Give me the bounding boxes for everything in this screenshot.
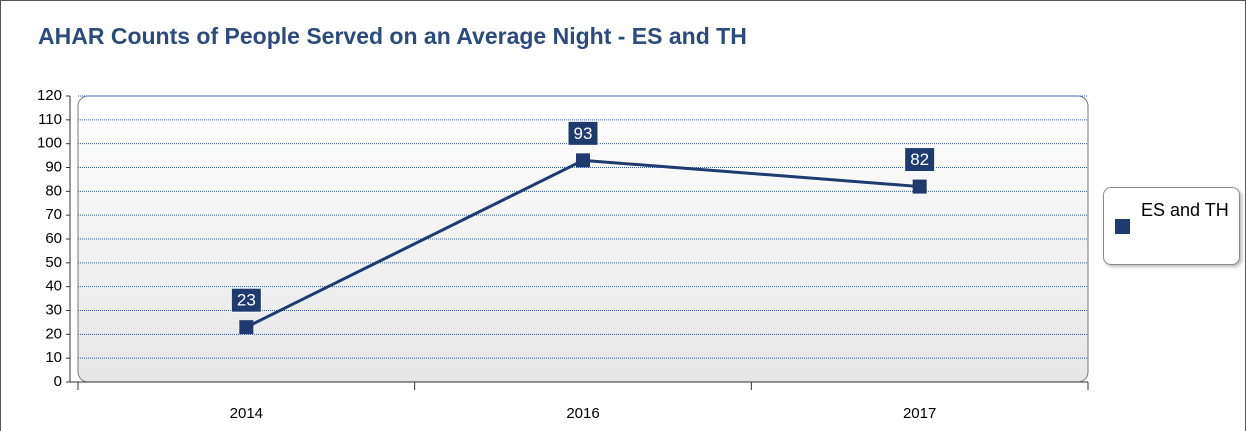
y-tick-label: 30 — [45, 301, 62, 318]
x-tick-label: 2016 — [566, 405, 599, 422]
y-tick-label: 120 — [37, 87, 62, 104]
x-tick-label: 2014 — [230, 405, 263, 422]
point — [239, 320, 254, 335]
point — [576, 153, 590, 168]
data-label: 23 — [237, 291, 256, 310]
point — [912, 179, 927, 194]
data-label-box — [567, 120, 599, 146]
y-tick-label: 70 — [45, 206, 62, 223]
y-tick-label: 80 — [45, 182, 62, 199]
data-label-box — [230, 287, 262, 313]
y-tick-label: 60 — [45, 230, 62, 247]
y-tick-label: 50 — [45, 254, 62, 271]
data-label: 93 — [574, 124, 593, 143]
y-tick-label: 20 — [45, 325, 62, 342]
legend-label: ES and TH — [1141, 200, 1229, 220]
chart-title: AHAR Counts of People Served on an Avera… — [38, 23, 747, 49]
y-tick-label: 40 — [45, 278, 62, 295]
legend-swatch — [1115, 219, 1130, 234]
y-tick-label: 100 — [37, 135, 62, 152]
data-label-box — [904, 147, 936, 173]
y-tick-label: 0 — [54, 373, 62, 390]
data-label: 82 — [910, 150, 929, 169]
x-tick-label: 2017 — [903, 405, 936, 422]
y-tick-label: 10 — [45, 349, 62, 366]
y-tick-label: 110 — [38, 111, 62, 128]
legend: ES and TH — [1103, 187, 1240, 265]
y-tick-label: 90 — [45, 158, 62, 175]
